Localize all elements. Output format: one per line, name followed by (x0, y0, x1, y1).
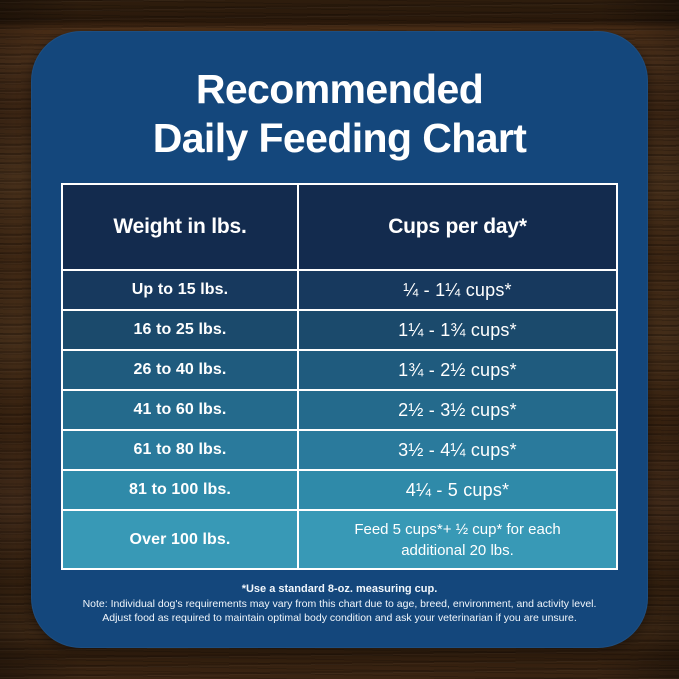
weight-cell: 61 to 80 lbs. (133, 441, 227, 458)
header-cups-label: Cups per day* (297, 185, 616, 269)
table-row: 61 to 80 lbs. 3½ - 4¼ cups* (63, 429, 616, 469)
cups-cell: 3½ - 4¼ cups* (297, 431, 616, 469)
table-header-row: Weight in lbs. Cups per day* (63, 185, 616, 269)
disclaimer-line-1: Note: Individual dog's requirements may … (82, 598, 597, 610)
title-line-1: Recommended (195, 66, 484, 112)
feeding-table: Weight in lbs. Cups per day* Up to 15 lb… (61, 183, 618, 570)
header-weight-label: Weight in lbs. (113, 215, 247, 238)
weight-cell: Over 100 lbs. (129, 530, 231, 548)
cups-cell: Feed 5 cups*+ ½ cup* for each additional… (297, 511, 616, 568)
cups-cell: 1¼ - 1¾ cups* (297, 311, 616, 349)
title-line-2: Daily Feeding Chart (152, 115, 527, 161)
weight-cell: Up to 15 lbs. (131, 281, 229, 298)
table-row: 81 to 100 lbs. 4¼ - 5 cups* (63, 469, 616, 509)
weight-cell: 16 to 25 lbs. (133, 321, 227, 338)
table-row: 26 to 40 lbs. 1¾ - 2½ cups* (63, 349, 616, 389)
weight-cell: 81 to 100 lbs. (129, 481, 231, 498)
footnotes: *Use a standard 8-oz. measuring cup. Not… (45, 583, 634, 625)
feeding-card: Recommended Daily Feeding Chart Weight i… (31, 31, 648, 648)
cups-cell-line-2: additional 20 lbs. (401, 541, 514, 559)
cups-cell: 4¼ - 5 cups* (297, 471, 616, 509)
measuring-cup-note: *Use a standard 8-oz. measuring cup. (241, 583, 438, 595)
table-row: Over 100 lbs. Feed 5 cups*+ ½ cup* for e… (63, 509, 616, 568)
table-row: 16 to 25 lbs. 1¼ - 1¾ cups* (63, 309, 616, 349)
cups-cell: 2½ - 3½ cups* (297, 391, 616, 429)
weight-cell: 26 to 40 lbs. (133, 361, 227, 378)
page-title: Recommended Daily Feeding Chart (31, 65, 648, 163)
cups-cell: ¼ - 1¼ cups* (297, 271, 616, 309)
weight-cell: 41 to 60 lbs. (133, 401, 227, 418)
table-row: Up to 15 lbs. ¼ - 1¼ cups* (63, 269, 616, 309)
table-row: 41 to 60 lbs. 2½ - 3½ cups* (63, 389, 616, 429)
cups-cell: 1¾ - 2½ cups* (297, 351, 616, 389)
disclaimer-line-2: Adjust food as required to maintain opti… (102, 611, 577, 624)
cups-cell-line-1: Feed 5 cups*+ ½ cup* for each (354, 520, 561, 538)
